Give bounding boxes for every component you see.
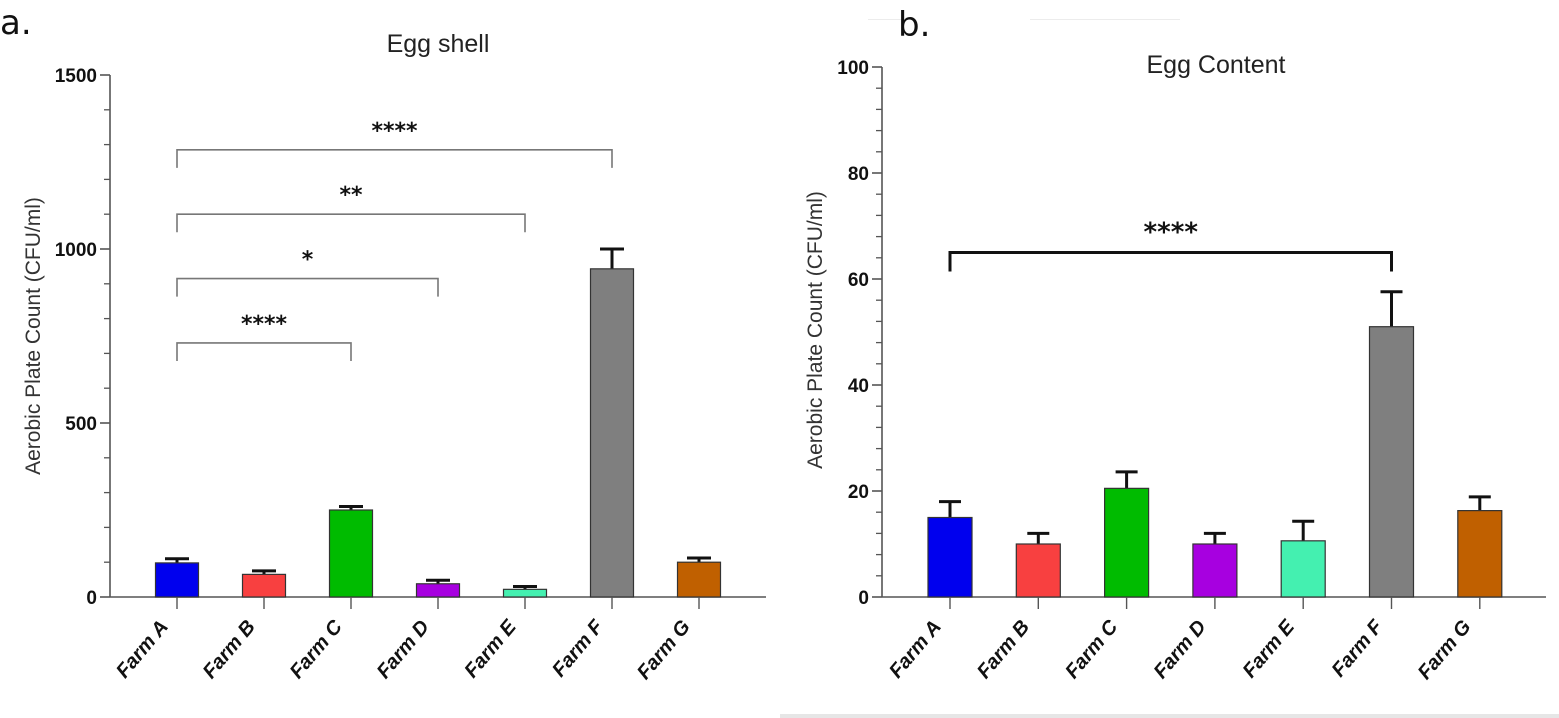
- significance-bracket: [176, 277, 439, 297]
- x-tick-label: Farm A: [112, 616, 173, 682]
- significance-bracket: [176, 213, 526, 233]
- y-tick-label: 1500: [55, 66, 97, 87]
- x-tick-label: Farm C: [1061, 616, 1123, 683]
- faint-line-left: [868, 19, 908, 20]
- bar-farm-g: [676, 561, 722, 598]
- bar-farm-g: [1457, 510, 1503, 598]
- y-tick-label: 20: [848, 482, 869, 503]
- panel-label-a: a.: [0, 3, 32, 43]
- significance-label: ****: [241, 312, 288, 337]
- x-tick-label: Farm D: [373, 616, 434, 683]
- faint-line-right: [1030, 19, 1180, 20]
- significance-label: *: [302, 248, 314, 273]
- chart-egg-content: Egg Content Aerobic Plate Count (CFU/ml) 0…: [804, 51, 1546, 684]
- significance-bracket: [948, 251, 1393, 272]
- y-tick-label: 500: [65, 414, 97, 435]
- x-tick-label: Farm D: [1150, 616, 1211, 683]
- x-tick-label: Farm G: [633, 616, 695, 684]
- chart-egg-shell: Egg shell Aerobic Plate Count (CFU/ml) 0 50…: [22, 30, 766, 684]
- bottom-border-strip: [780, 714, 1559, 718]
- bar-farm-a: [154, 562, 200, 598]
- x-tick-label: Farm E: [460, 616, 521, 683]
- y-tick-label: 80: [848, 164, 869, 185]
- bar-farm-a: [927, 516, 973, 598]
- x-tick-label: Farm B: [199, 616, 260, 683]
- bar-farm-d: [415, 583, 461, 598]
- significance-label: **: [339, 183, 363, 208]
- y-tick-label: 0: [858, 588, 869, 609]
- panel-label-b: b.: [898, 5, 930, 45]
- y-axis-label: Aerobic Plate Count (CFU/ml): [804, 191, 827, 469]
- bar-farm-b: [241, 573, 287, 598]
- x-tick-label: Farm F: [1328, 615, 1388, 681]
- y-axis-label: Aerobic Plate Count (CFU/ml): [22, 197, 45, 475]
- x-tick-label: Farm C: [286, 616, 348, 683]
- significance-bracket: [176, 149, 613, 168]
- y-tick-label: 60: [848, 270, 869, 291]
- chart-title: Egg Content: [1147, 51, 1286, 79]
- y-tick-label: 1000: [55, 240, 97, 261]
- significance-bracket: [176, 342, 352, 361]
- significance-label: ****: [371, 119, 418, 144]
- bar-farm-c: [1103, 487, 1150, 598]
- bar-farm-f: [1368, 326, 1415, 598]
- bar-farm-b: [1015, 543, 1061, 598]
- x-tick-label: Farm F: [548, 615, 608, 681]
- x-tick-label: Farm E: [1239, 616, 1300, 683]
- bar-farm-f: [589, 268, 635, 598]
- bar-farm-d: [1192, 543, 1238, 598]
- bar-farm-c: [328, 509, 374, 598]
- x-tick-label: Farm G: [1414, 616, 1476, 684]
- x-tick-label: Farm B: [973, 616, 1034, 683]
- bar-farm-e: [502, 588, 548, 598]
- chart-title: Egg shell: [387, 30, 490, 58]
- y-tick-label: 0: [86, 588, 97, 609]
- y-tick-label: 40: [848, 376, 869, 397]
- bar-farm-e: [1280, 540, 1326, 598]
- y-tick-label: 100: [837, 58, 869, 79]
- significance-label: ****: [1144, 218, 1199, 248]
- x-tick-label: Farm A: [885, 616, 946, 682]
